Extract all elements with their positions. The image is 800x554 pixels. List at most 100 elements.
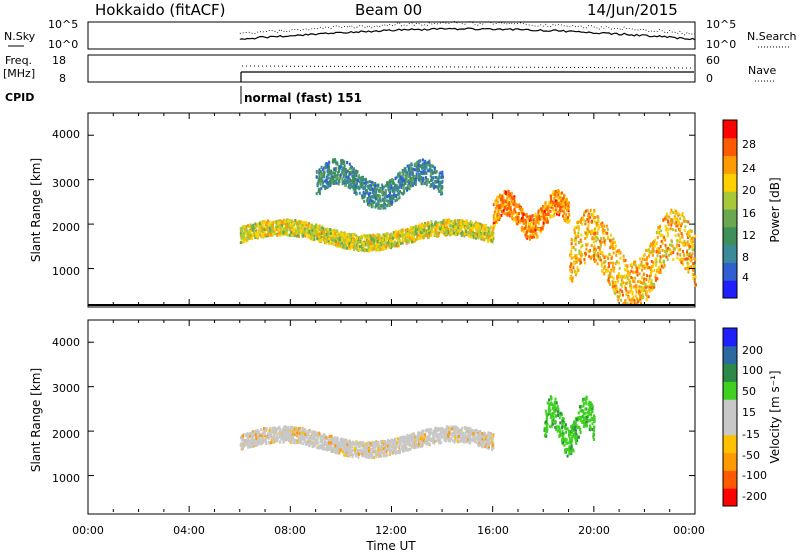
scatter-cell xyxy=(528,228,531,232)
scatter-cell xyxy=(371,204,374,208)
scatter-cell xyxy=(646,266,649,270)
scatter-cell xyxy=(475,428,478,432)
scatter-cell xyxy=(330,181,333,185)
scatter-cell xyxy=(434,224,437,228)
scatter-cell xyxy=(347,184,350,188)
scatter-cell xyxy=(617,261,620,265)
scatter-cell xyxy=(373,190,376,194)
scatter-cell xyxy=(248,232,251,236)
scatter-cell xyxy=(589,208,592,212)
scatter-cell xyxy=(502,196,505,200)
scatter-cell xyxy=(656,236,659,240)
scatter-cell xyxy=(436,231,439,235)
scatter-cell xyxy=(537,219,540,223)
scatter-cell xyxy=(324,239,327,243)
scatter-cell xyxy=(358,174,361,178)
scatter-cell xyxy=(593,240,596,244)
scatter-cell xyxy=(599,222,602,226)
scatter-cell xyxy=(334,240,337,244)
scatter-cell xyxy=(572,245,575,249)
scatter-cell xyxy=(316,232,319,236)
scatter-cell xyxy=(482,227,485,231)
scatter-cell xyxy=(246,232,249,236)
scatter-cell xyxy=(385,247,388,251)
scatter-cell xyxy=(664,238,667,242)
scatter-cell xyxy=(332,160,335,164)
scatter-cell xyxy=(441,221,444,225)
scatter-cell xyxy=(348,238,351,242)
beam-title: Beam 00 xyxy=(355,1,422,19)
scatter-cell xyxy=(284,429,287,433)
scatter-cell xyxy=(519,219,522,223)
scatter-cell xyxy=(324,228,327,232)
scatter-cell xyxy=(650,285,653,289)
scatter-cell xyxy=(459,222,462,226)
scatter-cell xyxy=(379,234,382,238)
scatter-cell xyxy=(556,204,559,208)
scatter-cell xyxy=(577,228,580,232)
scatter-cell xyxy=(394,176,397,180)
scatter-cell xyxy=(675,224,678,228)
scatter-cell xyxy=(549,209,552,213)
scatter-cell xyxy=(530,235,533,239)
scatter-cell xyxy=(311,223,314,227)
scatter-cell xyxy=(411,170,414,174)
scatter-cell xyxy=(554,190,557,194)
scatter-cell xyxy=(603,266,606,270)
scatter-cell xyxy=(561,199,564,203)
scatter-cell xyxy=(301,221,304,225)
scatter-cell xyxy=(421,233,424,237)
scatter-cell xyxy=(316,170,319,174)
scatter-cell xyxy=(536,220,539,224)
scatter-cell xyxy=(481,232,484,236)
scatter-cell xyxy=(341,171,344,175)
scatter-cell xyxy=(322,230,325,234)
scatter-cell xyxy=(377,237,380,241)
scatter-cell xyxy=(355,192,358,196)
scatter-cell xyxy=(439,221,442,225)
scatter-cell xyxy=(694,257,697,261)
scatter-cell xyxy=(657,230,660,234)
scatter-cell xyxy=(466,434,469,438)
scatter-cell xyxy=(487,235,490,239)
scatter-cell xyxy=(331,175,334,179)
scatter-cell xyxy=(376,248,379,252)
scatter-cell xyxy=(417,159,420,163)
scatter-cell xyxy=(340,232,343,236)
scatter-cell xyxy=(488,228,491,232)
scatter-cell xyxy=(339,163,342,167)
scatter-cell xyxy=(525,219,528,223)
scatter-cell xyxy=(530,220,533,224)
scatter-cell xyxy=(351,243,354,247)
scatter-cell xyxy=(408,181,411,185)
scatter-cell xyxy=(513,199,516,203)
scatter-cell xyxy=(478,222,481,226)
scatter-cell xyxy=(286,225,289,229)
scatter-cell xyxy=(350,179,353,183)
scatter-cell xyxy=(446,432,449,436)
scatter-cell xyxy=(569,269,572,273)
scatter-cell xyxy=(342,171,345,175)
scatter-cell xyxy=(567,204,570,208)
scatter-cell xyxy=(562,197,565,201)
scatter-cell xyxy=(360,448,363,452)
scatter-cell xyxy=(379,206,382,210)
scatter-cell xyxy=(282,218,285,222)
scatter-cell xyxy=(453,429,456,433)
scatter-cell xyxy=(317,187,320,191)
scatter-cell xyxy=(651,269,654,273)
scatter-cell xyxy=(402,235,405,239)
scatter-cell xyxy=(436,226,439,230)
scatter-cell xyxy=(313,231,316,235)
scatter-cell xyxy=(400,234,403,238)
scatter-cell xyxy=(366,180,369,184)
scatter-cell xyxy=(373,200,376,204)
scatter-cell xyxy=(427,227,430,231)
scatter-cell xyxy=(649,283,652,287)
scatter-cell xyxy=(412,237,415,241)
scatter-cell xyxy=(350,165,353,169)
scatter-cell xyxy=(679,228,682,232)
scatter-cell xyxy=(344,244,347,248)
scatter-cell xyxy=(488,238,491,242)
scatter-cell xyxy=(587,230,590,234)
